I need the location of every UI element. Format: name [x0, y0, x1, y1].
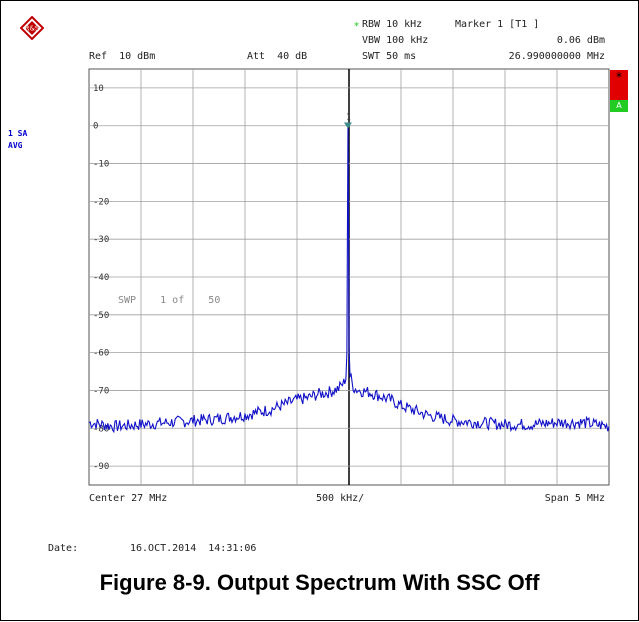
- trace-indicator-star: *: [616, 70, 622, 84]
- vbw-label: VBW 100 kHz: [362, 35, 429, 46]
- y-tick-label: -40: [93, 273, 109, 283]
- svg-text:R&S: R&S: [25, 25, 40, 33]
- y-tick-label: -90: [93, 462, 109, 472]
- center-frequency-label: Center 27 MHz: [89, 493, 168, 504]
- y-tick-label: 0: [93, 122, 98, 132]
- y-tick-label: -10: [93, 160, 109, 170]
- swt-label: SWT 50 ms: [362, 51, 417, 62]
- trace-indicator-red: [610, 70, 628, 100]
- rohde-schwarz-logo-icon: R&S: [20, 16, 44, 40]
- span-per-division-label: 500 kHz/: [316, 493, 365, 504]
- y-tick-label: -30: [93, 235, 109, 245]
- marker-layer: 1: [343, 113, 352, 129]
- y-tick-label: -50: [93, 311, 109, 321]
- y-tick-label: -60: [93, 349, 109, 359]
- attenuation-label: Att 40 dB: [247, 51, 308, 62]
- ref-level-label: Ref 10 dBm: [89, 51, 156, 62]
- grid-layer: [88, 68, 610, 486]
- trace-mode-line2: AVG: [8, 141, 23, 150]
- y-tick-label: -80: [93, 424, 109, 434]
- marker-title: Marker 1 [T1 ]: [455, 19, 540, 30]
- top-border: [0, 0, 639, 1]
- marker-1-label: 1: [346, 113, 351, 122]
- trace-mode-tag: 1 SA AVG: [8, 128, 27, 152]
- span-label: Span 5 MHz: [544, 493, 605, 504]
- marker-1-icon: [343, 122, 352, 129]
- y-tick-label: 10: [93, 84, 104, 94]
- date-value: 16.OCT.2014 14:31:06: [130, 543, 257, 554]
- date-label: Date:: [48, 543, 79, 554]
- spectrum-trace: [88, 125, 610, 434]
- marker-frequency: 26.990000000 MHz: [508, 51, 605, 62]
- trace-indicator-green: A: [610, 100, 628, 112]
- rbw-label: RBW 10 kHz: [362, 19, 423, 30]
- figure-caption: Figure 8-9. Output Spectrum With SSC Off: [99, 570, 540, 595]
- trace-layer: [88, 125, 610, 434]
- y-tick-label: -20: [93, 197, 109, 207]
- trace-mode-line1: 1 SA: [8, 129, 28, 138]
- uncal-star-icon: *: [354, 21, 359, 32]
- y-tick-label: -70: [93, 386, 109, 396]
- sweep-counter: SWP 1 of 50: [118, 295, 220, 306]
- marker-level: 0.06 dBm: [556, 35, 605, 46]
- y-tick-layer: 10 0 -10 -20 -30 -40 -50 -60 -70 -80 -90: [93, 84, 109, 472]
